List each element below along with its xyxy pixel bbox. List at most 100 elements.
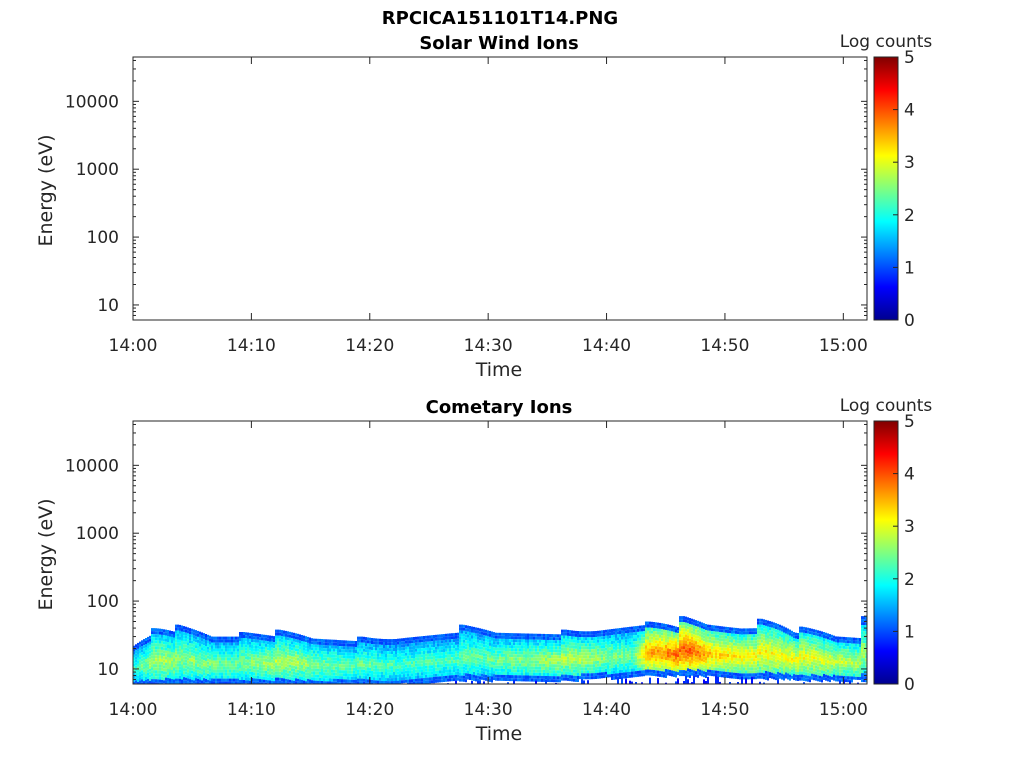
spectrogram-cell: [185, 644, 187, 648]
spectrogram-cell: [295, 657, 297, 661]
spectrogram-cell: [163, 629, 165, 633]
spectrogram-cell: [279, 680, 281, 684]
spectrogram-cell: [253, 636, 255, 640]
spectrogram-cell: [163, 668, 165, 672]
spectrogram-cell: [525, 675, 527, 679]
spectrogram-cell: [299, 676, 301, 680]
spectrogram-cell: [651, 621, 653, 625]
spectrogram-cell: [379, 680, 381, 684]
spectrogram-cell: [351, 679, 353, 683]
spectrogram-cell: [365, 676, 367, 680]
spectrogram-cell: [407, 658, 409, 662]
spectrogram-cell: [693, 643, 695, 647]
spectrogram-cell: [319, 650, 321, 654]
spectrogram-cell: [489, 657, 491, 661]
spectrogram-cell: [689, 636, 691, 639]
spectrogram-cell: [363, 666, 365, 670]
spectrogram-cell: [643, 652, 645, 656]
spectrogram-cell: [135, 680, 137, 684]
spectrogram-cell: [393, 642, 395, 645]
spectrogram-cell: [451, 657, 453, 661]
spectrogram-cell: [187, 630, 189, 634]
spectrogram-cell: [549, 679, 551, 683]
spectrogram-cell: [277, 629, 279, 633]
spectrogram-cell: [263, 640, 265, 644]
spectrogram-cell: [183, 632, 185, 636]
spectrogram-cell: [547, 646, 549, 649]
spectrogram-cell: [573, 660, 575, 664]
spectrogram-cell: [241, 644, 243, 647]
spectrogram-cell: [337, 676, 339, 679]
spectrogram-cell: [425, 650, 427, 654]
spectrogram-cell: [271, 671, 273, 675]
spectrogram-cell: [385, 642, 387, 645]
spectrogram-cell: [341, 643, 343, 647]
spectrogram-cell: [551, 649, 553, 653]
spectrogram-cell: [475, 645, 477, 649]
spectrogram-cell: [461, 672, 463, 676]
spectrogram-cell: [477, 630, 479, 634]
spectrogram-cell: [273, 657, 275, 661]
spectrogram-cell: [485, 641, 487, 645]
spectrogram-cell: [219, 648, 221, 652]
spectrogram-cell: [625, 633, 627, 637]
spectrogram-cell: [363, 642, 365, 646]
spectrogram-cell: [587, 667, 589, 671]
spectrogram-cell: [577, 631, 579, 634]
spectrogram-cell: [647, 621, 649, 625]
spectrogram-cell: [659, 670, 661, 674]
spectrogram-cell: [635, 682, 637, 684]
spectrogram-cell: [323, 660, 325, 664]
colorbar-tick-label: 0: [904, 311, 915, 331]
spectrogram-cell: [691, 669, 693, 673]
spectrogram-cell: [623, 645, 625, 649]
spectrogram-cell: [443, 679, 445, 682]
spectrogram-cell: [321, 675, 323, 678]
spectrogram-cell: [467, 649, 469, 653]
spectrogram-cell: [165, 668, 167, 672]
spectrogram-cell: [245, 662, 247, 666]
spectrogram-cell: [433, 671, 435, 674]
spectrogram-cell: [307, 678, 309, 682]
spectrogram-cell: [437, 643, 439, 647]
spectrogram-cell: [601, 666, 603, 670]
spectrogram-cell: [589, 631, 591, 635]
spectrogram-cell: [215, 666, 217, 670]
spectrogram-cell: [193, 662, 195, 666]
spectrogram-cell: [343, 655, 345, 659]
spectrogram-cell: [191, 667, 193, 671]
spectrogram-cell: [241, 671, 243, 674]
spectrogram-cell: [157, 664, 159, 668]
spectrogram-cell: [213, 681, 215, 684]
spectrogram-cell: [643, 667, 645, 671]
spectrogram-cell: [403, 668, 405, 672]
spectrogram-cell: [193, 638, 195, 642]
spectrogram-cell: [523, 639, 525, 643]
spectrogram-cell: [203, 636, 205, 640]
spectrogram-cell: [277, 641, 279, 645]
spectrogram-cell: [661, 647, 663, 651]
spectrogram-cell: [679, 637, 681, 641]
spectrogram-cell: [487, 654, 489, 658]
spectrogram-cell: [493, 662, 495, 666]
spectrogram-cell: [597, 669, 599, 673]
spectrogram-cell: [567, 653, 569, 657]
spectrogram-cell: [443, 664, 445, 667]
spectrogram-cell: [529, 660, 531, 664]
spectrogram-cell: [331, 642, 333, 646]
spectrogram-cell: [331, 648, 333, 652]
spectrogram-cell: [355, 674, 357, 677]
spectrogram-cell: [609, 635, 611, 639]
spectrogram-cell: [533, 636, 535, 640]
spectrogram-cell: [373, 647, 375, 651]
spectrogram-cell: [599, 639, 601, 643]
spectrogram-cell: [189, 682, 191, 684]
spectrogram-cell: [191, 658, 193, 662]
spectrogram-cell: [239, 668, 241, 671]
spectrogram-cell: [475, 666, 477, 670]
spectrogram-cell: [275, 629, 277, 633]
spectrogram-cell: [573, 636, 575, 640]
spectrogram-cell: [299, 664, 301, 668]
spectrogram-cell: [449, 663, 451, 667]
spectrogram-cell: [539, 636, 541, 640]
